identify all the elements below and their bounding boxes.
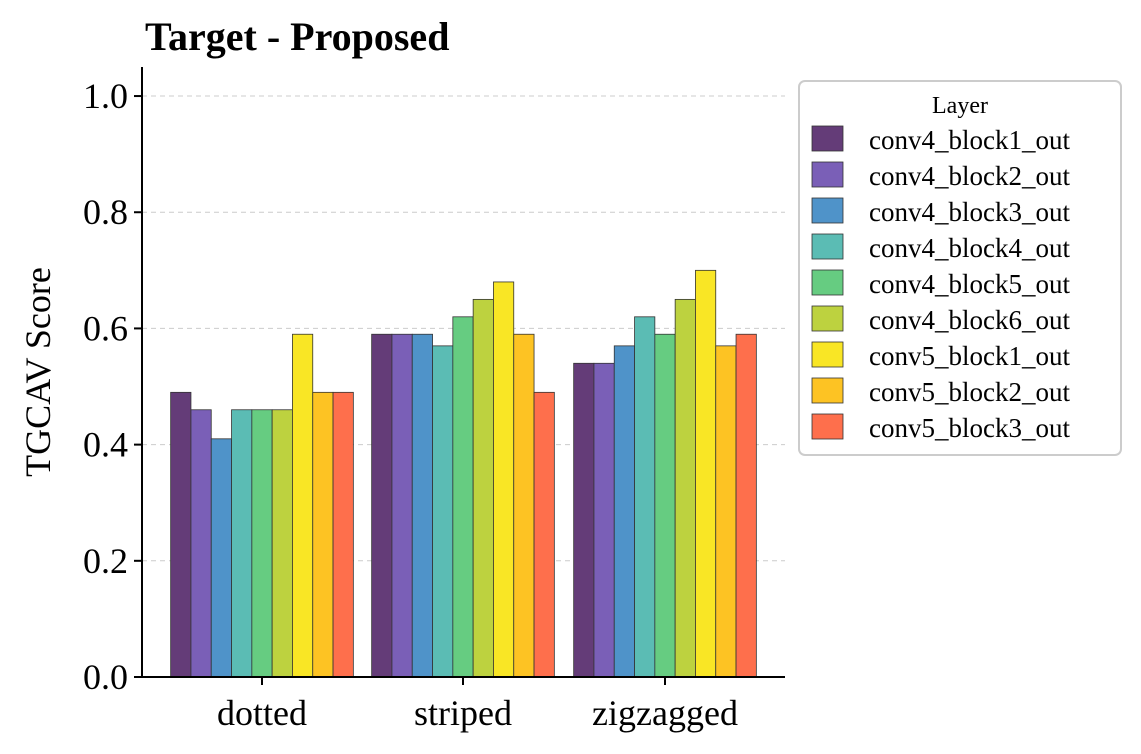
- bar-zigzagged-conv5_block3_out: [735, 333, 757, 678]
- legend-label: conv4_block1_out: [869, 125, 1070, 155]
- bar-zigzagged-conv4_block2_out: [593, 362, 615, 678]
- legend-label: conv4_block5_out: [869, 269, 1070, 299]
- legend-swatch-conv5_block2_out: [811, 377, 844, 404]
- y-tick-label: 0.2: [83, 541, 128, 581]
- legend-label: conv4_block3_out: [869, 197, 1070, 227]
- legend-swatch-conv4_block5_out: [811, 269, 844, 296]
- legend-swatch-conv4_block1_out: [811, 125, 844, 152]
- legend-swatch-conv5_block1_out: [811, 341, 844, 368]
- bar-zigzagged-conv4_block3_out: [613, 345, 635, 678]
- bar-striped-conv4_block4_out: [432, 345, 454, 678]
- bar-dotted-conv4_block1_out: [170, 391, 192, 678]
- bar-striped-conv5_block1_out: [493, 281, 515, 678]
- bar-zigzagged-conv4_block6_out: [674, 298, 696, 678]
- bar-striped-conv4_block6_out: [472, 298, 494, 678]
- bar-striped-conv4_block2_out: [391, 333, 413, 678]
- legend-label: conv5_block1_out: [869, 341, 1070, 371]
- bar-zigzagged-conv5_block2_out: [715, 345, 737, 678]
- legend-swatch-conv4_block6_out: [811, 305, 844, 332]
- legend-title: Layer: [932, 93, 988, 119]
- legend-swatch-conv4_block2_out: [811, 161, 844, 188]
- bar-dotted-conv4_block3_out: [210, 438, 232, 678]
- legend: Layer conv4_block1_out conv4_block2_outco…: [798, 80, 1122, 456]
- bar-striped-conv4_block3_out: [411, 333, 433, 678]
- bar-dotted-conv4_block5_out: [251, 409, 273, 678]
- x-tick-label: dotted: [217, 693, 307, 733]
- bar-zigzagged-conv4_block4_out: [634, 316, 656, 678]
- legend-label: conv5_block2_out: [869, 377, 1070, 407]
- bar-zigzagged-conv4_block5_out: [654, 333, 676, 678]
- legend-frame: [798, 80, 1122, 456]
- y-tick-label: 0.0: [83, 657, 128, 697]
- y-tick-label: 1.0: [83, 76, 128, 116]
- bar-zigzagged-conv4_block1_out: [573, 362, 595, 678]
- y-tick-label: 0.6: [83, 308, 128, 348]
- legend-swatch-conv4_block3_out: [811, 197, 844, 224]
- x-tick-label: zigzagged: [592, 693, 738, 733]
- y-axis-label: TGCAV Score: [18, 267, 58, 477]
- legend-swatch-conv4_block4_out: [811, 233, 844, 260]
- y-tick-label: 0.8: [83, 192, 128, 232]
- bar-dotted-conv5_block2_out: [312, 391, 334, 678]
- bar-striped-conv5_block3_out: [533, 391, 555, 678]
- y-ticks: 0.0 0.2 0.4 0.6 0.8 1.0: [83, 76, 142, 697]
- y-tick-label: 0.4: [83, 425, 128, 465]
- bar-striped-conv4_block5_out: [452, 316, 474, 678]
- bar-striped-conv5_block2_out: [513, 333, 535, 678]
- bar-dotted-conv5_block3_out: [332, 391, 354, 678]
- legend-label: conv5_block3_out: [869, 413, 1070, 443]
- legend-swatch-conv5_block3_out: [811, 413, 844, 440]
- bar-dotted-conv4_block2_out: [190, 409, 212, 678]
- x-tick-label: striped: [414, 693, 512, 733]
- legend-label: conv4_block6_out: [869, 305, 1070, 335]
- chart-title: Target - Proposed: [145, 14, 449, 59]
- bar-striped-conv4_block1_out: [371, 333, 393, 678]
- bar-dotted-conv4_block4_out: [231, 409, 253, 678]
- legend-label: conv4_block4_out: [869, 233, 1070, 263]
- bar-dotted-conv4_block6_out: [271, 409, 293, 678]
- x-ticks: dotted striped zigzagged: [217, 677, 738, 733]
- bars: [170, 269, 757, 678]
- bar-zigzagged-conv5_block1_out: [695, 269, 717, 678]
- bar-dotted-conv5_block1_out: [292, 333, 314, 678]
- legend-label: conv4_block2_out: [869, 161, 1070, 191]
